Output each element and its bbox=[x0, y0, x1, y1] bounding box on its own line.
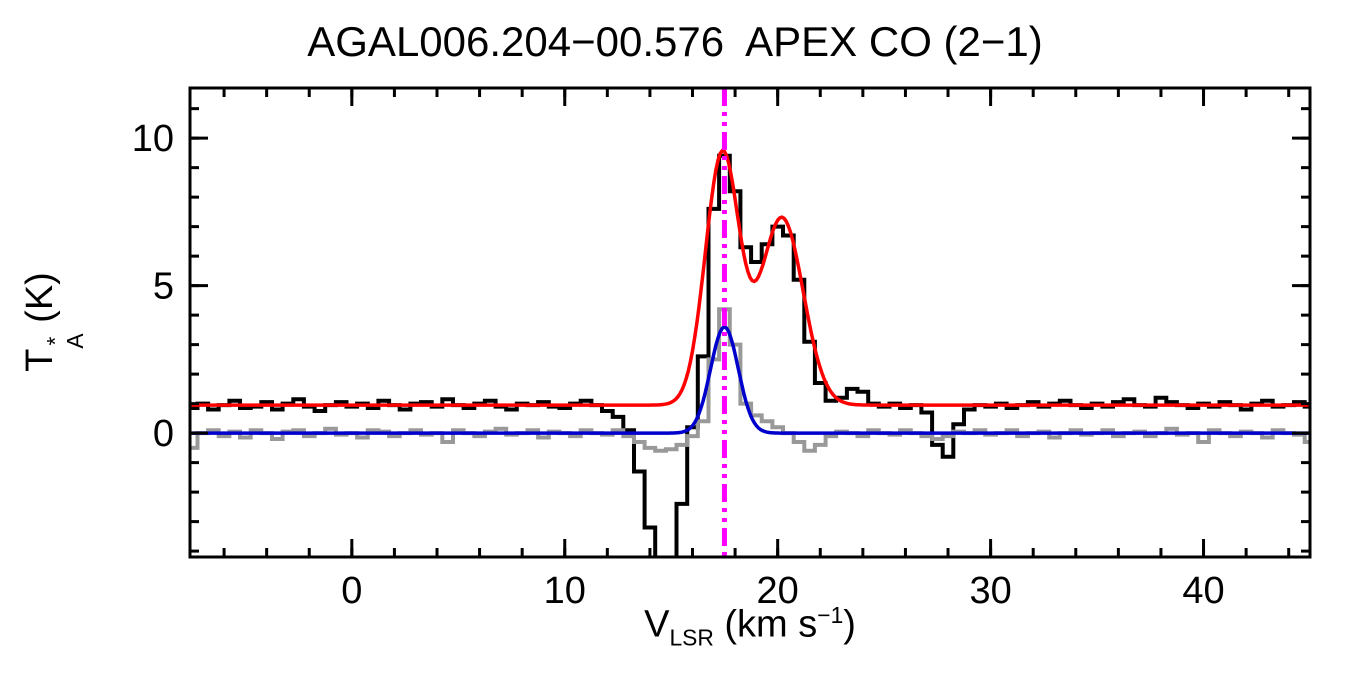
x-label-exponent: −1 bbox=[817, 602, 844, 628]
x-label-unit: (km s bbox=[713, 603, 818, 646]
x-tick-label: 10 bbox=[544, 570, 586, 612]
x-tick-labels: 0 10 20 30 40 bbox=[341, 570, 1224, 612]
chart-title: AGAL006.204−00.576 APEX CO (2−1) bbox=[307, 18, 1043, 65]
plot-area bbox=[190, 148, 1310, 557]
y-label-scripts: * A bbox=[42, 333, 88, 349]
x-axis-label: VLSR (km s−1) bbox=[190, 602, 1310, 651]
x-tick-label: 40 bbox=[1182, 570, 1224, 612]
x-label-close: ) bbox=[843, 603, 856, 646]
x-tick-label: 30 bbox=[969, 570, 1011, 612]
x-label-subscript: LSR bbox=[669, 624, 714, 651]
gray-histogram-spectrum bbox=[190, 307, 1310, 453]
black-histogram-spectrum bbox=[190, 153, 1310, 557]
x-tick-label: 0 bbox=[341, 570, 362, 612]
y-tick-label: 10 bbox=[132, 118, 174, 160]
y-axis-label: T * A (K) bbox=[18, 272, 88, 372]
y-tick-label: 0 bbox=[153, 413, 174, 455]
x-tick-label: 20 bbox=[757, 570, 799, 612]
axis-ticks bbox=[190, 88, 1310, 557]
axes-frame bbox=[188, 86, 1312, 559]
y-label-unit: (K) bbox=[18, 272, 61, 334]
y-label-symbol: T bbox=[18, 348, 61, 372]
y-label-subscript: A bbox=[61, 333, 88, 349]
y-tick-label: 5 bbox=[153, 266, 174, 308]
x-label-symbol: V bbox=[644, 603, 670, 646]
y-tick-labels: 0 5 10 bbox=[132, 118, 174, 455]
red-gaussian-fit bbox=[190, 148, 1310, 407]
blue-gaussian-fit bbox=[190, 324, 1310, 435]
